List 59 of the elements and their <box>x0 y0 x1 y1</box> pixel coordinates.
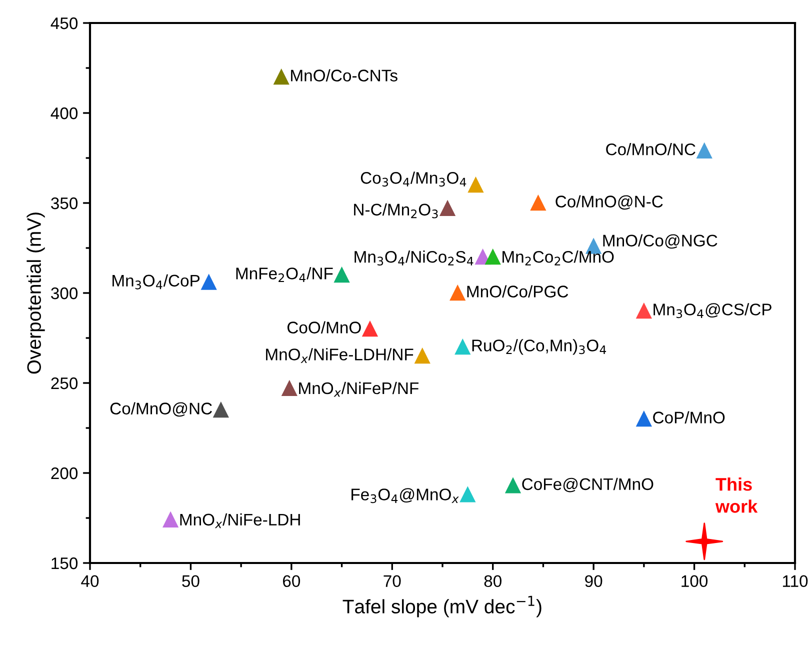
x-tick-label: 40 <box>81 575 99 588</box>
series-label: This work <box>715 478 758 513</box>
x-axis-title: Tafel slope (mV dec$^{−1}$) <box>342 596 542 618</box>
series-label: CoFe@CNT/MnO <box>522 478 654 492</box>
point <box>334 267 350 283</box>
x-tick-label: 70 <box>384 575 401 588</box>
series-label: MnO/Co@NGC <box>603 234 718 249</box>
y-tick-label: 250 <box>51 377 78 390</box>
series-label: Mn$_{3}$O$_{4}$@CS/CP <box>654 303 772 318</box>
point <box>274 69 289 85</box>
point <box>530 195 546 211</box>
series-label: Co$_{3}$O$_{4}$/Mn$_{3}$O$_{4}$ <box>360 172 466 187</box>
series-label: CoP/MnO <box>653 411 725 424</box>
series-label: Mn$_{2}$Co$_{2}$C/MnO <box>502 250 614 266</box>
x-tick-label: 100 <box>682 575 708 588</box>
point <box>213 402 229 418</box>
point <box>201 274 216 290</box>
y-tick-label: 300 <box>51 287 78 300</box>
series-label: MnO/Co/PGC <box>467 285 568 298</box>
point <box>485 249 500 265</box>
series-label: MnFe$_{2}$O$_{4}$/NF <box>236 267 333 282</box>
point <box>636 411 652 427</box>
y-tick-label: 350 <box>51 197 78 210</box>
series-label: Mn$_{3}$O$_{4}$/CoP <box>112 274 200 290</box>
y-tick-label: 150 <box>52 557 78 570</box>
point <box>414 348 430 364</box>
point <box>460 486 476 502</box>
point <box>162 512 178 528</box>
series-label: N-C/Mn$_{2}$O$_{3}$ <box>354 203 438 218</box>
series-label: Co/MnO@N-C <box>556 195 663 210</box>
x-tick-label: 80 <box>484 575 502 588</box>
point <box>505 478 521 494</box>
series-label: MnO/Co-CNTs <box>291 69 398 82</box>
series-label: MnO$_{x}$/NiFe-LDH <box>180 513 300 528</box>
series-label: Co/MnO@NC <box>110 402 212 417</box>
series-label: Fe$_{3}$O$_{4}$@MnO$_{x}$ <box>352 488 459 504</box>
point <box>636 303 652 319</box>
point <box>282 380 298 396</box>
point <box>686 522 724 560</box>
series-label: MnO$_{x}$/NiFeP/NF <box>299 382 418 397</box>
x-tick-label: 60 <box>283 575 300 588</box>
y-axis-title: Overpotential (mV) <box>26 212 45 374</box>
point <box>468 177 484 193</box>
point <box>450 285 466 301</box>
series-label: MnO$_{x}$/NiFe-LDH/NF <box>266 348 414 363</box>
series-label: CoO/MnO <box>287 321 361 334</box>
y-tick-label: 450 <box>50 17 78 30</box>
x-tick-label: 110 <box>782 575 808 588</box>
y-tick-label: 200 <box>51 467 78 480</box>
point <box>440 200 456 216</box>
x-tick-label: 50 <box>182 575 200 588</box>
series-label: Co/MnO/NC <box>606 143 696 156</box>
series-label: Mn$_{3}$O$_{4}$/NiCo$_{2}$S$_{4}$ <box>354 250 474 266</box>
y-tick-label: 400 <box>50 107 78 120</box>
x-tick-label: 90 <box>585 575 602 588</box>
point <box>455 339 470 355</box>
point <box>696 143 712 158</box>
point <box>362 321 378 337</box>
series-label: RuO$_{2}$/(Co,Mn)$_{3}$O$_{4}$ <box>472 339 606 355</box>
